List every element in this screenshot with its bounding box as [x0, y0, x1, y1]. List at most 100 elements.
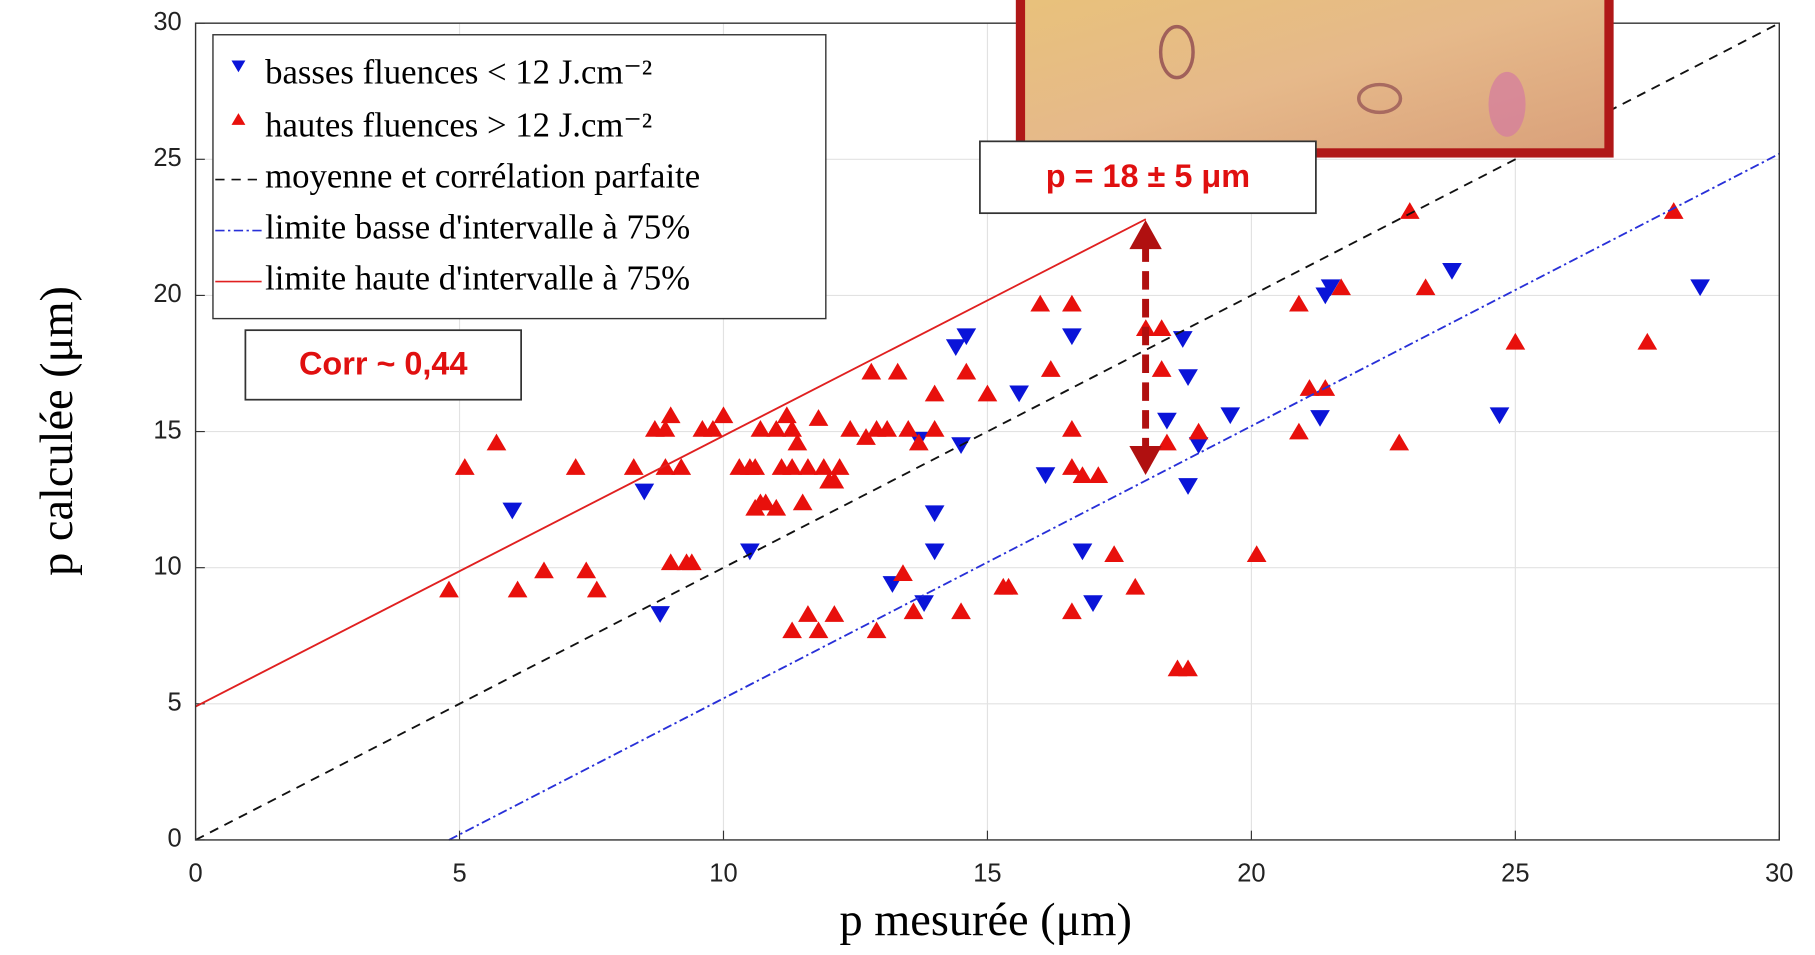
point: [782, 621, 802, 639]
point: [1062, 602, 1082, 620]
point: [755, 493, 776, 511]
point: [586, 580, 607, 598]
point: [829, 458, 850, 475]
point: [1062, 419, 1082, 437]
point: [655, 419, 676, 437]
point: [782, 419, 802, 437]
point: [502, 502, 523, 520]
point: [576, 561, 597, 579]
legend: basses fluences < 12 J.cm⁻² hautes fluenc…: [212, 34, 827, 320]
point: [866, 621, 887, 639]
point: [1331, 278, 1351, 296]
point: [951, 602, 971, 620]
point: [924, 384, 945, 402]
photo-detail: [1357, 82, 1403, 115]
point: [745, 458, 766, 475]
point: [1062, 458, 1082, 475]
point: [1220, 407, 1241, 425]
point: [439, 580, 459, 598]
point: [813, 458, 834, 475]
photo-detail: [1488, 71, 1526, 137]
point: [1399, 202, 1420, 219]
x-tick-label: 25: [1501, 859, 1529, 887]
y-tick-label: 25: [153, 144, 181, 172]
point: [534, 561, 554, 579]
y-tick-label: 0: [168, 825, 182, 853]
point: [740, 543, 760, 561]
legend-label: limite basse d'intervalle à 75%: [265, 208, 690, 247]
point: [703, 419, 723, 437]
point: [1062, 294, 1082, 312]
point: [1489, 407, 1510, 425]
point: [924, 505, 945, 523]
point: [808, 621, 829, 639]
point: [766, 419, 787, 437]
y-tick-label: 15: [153, 416, 181, 444]
point: [1178, 659, 1198, 677]
point: [681, 553, 702, 571]
point: [914, 595, 934, 612]
point: [671, 458, 692, 475]
point: [908, 433, 929, 451]
point: [507, 580, 528, 598]
point: [1188, 422, 1209, 440]
point: [924, 543, 945, 561]
point: [1062, 328, 1082, 346]
x-tick-label: 0: [188, 859, 202, 887]
legend-swatch: [231, 113, 246, 125]
point: [787, 433, 808, 451]
point: [750, 419, 771, 437]
point: [565, 458, 586, 475]
point: [856, 428, 876, 445]
arrow-head: [1129, 220, 1162, 250]
point: [650, 606, 670, 623]
point: [1505, 332, 1526, 350]
point: [1188, 437, 1209, 455]
point: [1637, 332, 1658, 350]
point: [1178, 369, 1198, 386]
point: [945, 339, 966, 357]
x-tick-label: 10: [709, 859, 737, 887]
plot: [195, 22, 1780, 841]
point: [1157, 412, 1177, 430]
point: [877, 419, 897, 437]
y-tick-label: 10: [153, 552, 181, 580]
point: [1690, 279, 1710, 297]
point: [977, 384, 998, 402]
point: [1289, 294, 1309, 312]
x-tick-label: 15: [973, 859, 1001, 887]
x-tick-label: 30: [1765, 859, 1793, 887]
y-axis-label: p calculée (μm): [32, 286, 83, 576]
line: [448, 153, 1780, 841]
point: [956, 328, 977, 346]
legend-label: hautes fluences > 12 J.cm⁻²: [265, 106, 652, 145]
point: [903, 602, 924, 620]
point: [840, 419, 861, 437]
point: [824, 471, 845, 489]
y-tick-label: 30: [153, 8, 181, 36]
point: [1389, 433, 1410, 451]
point: [1289, 422, 1309, 440]
point: [1151, 360, 1172, 377]
point: [1072, 466, 1093, 483]
point: [1040, 360, 1061, 377]
line: [195, 22, 1780, 841]
point: [1415, 278, 1436, 296]
legend-label: moyenne et corrélation parfaite: [265, 157, 700, 196]
point: [1151, 319, 1172, 336]
point: [454, 458, 475, 475]
point: [792, 493, 813, 511]
point: [1299, 379, 1320, 396]
annotation-box: [979, 140, 1317, 215]
arrow-head: [1129, 446, 1162, 475]
x-tick-label: 20: [1237, 859, 1265, 887]
point: [660, 406, 681, 424]
point: [956, 362, 977, 380]
point: [887, 362, 908, 380]
point: [486, 433, 507, 451]
point: [1083, 595, 1103, 612]
point: [1178, 478, 1198, 495]
point: [998, 577, 1019, 595]
point: [1246, 545, 1267, 562]
